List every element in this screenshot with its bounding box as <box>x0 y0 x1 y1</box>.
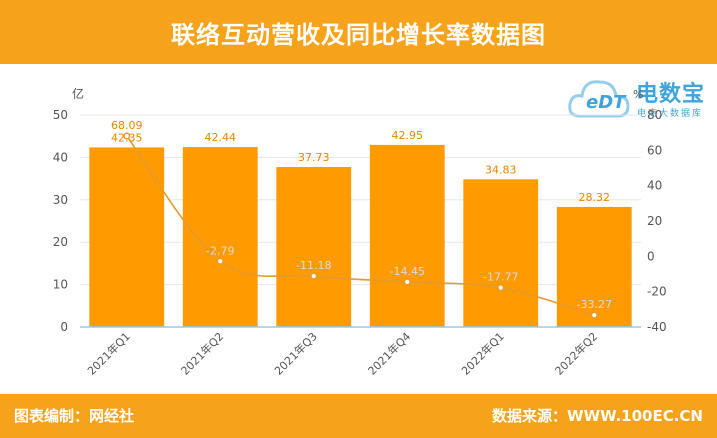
line-point <box>590 311 598 319</box>
rate-value-label: -17.77 <box>483 271 518 284</box>
y2-tick-label: 0 <box>647 249 655 263</box>
rate-value-label: -33.27 <box>577 298 612 311</box>
x-tick-label: 2021年Q3 <box>271 329 320 378</box>
line-point <box>403 278 411 286</box>
y2-tick-label: 80 <box>647 108 662 122</box>
x-tick-label: 2021年Q1 <box>84 329 133 378</box>
header-bar: 联络互动营收及同比增长率数据图 <box>0 0 717 64</box>
footer-source: 数据来源：WWW.100EC.CN <box>492 407 703 425</box>
y2-tick-label: -20 <box>647 285 667 299</box>
y-tick-label: 30 <box>53 193 68 207</box>
bar <box>463 179 539 327</box>
bar-value-label: 42.35 <box>111 131 143 144</box>
logo-mark: eDT <box>586 92 626 113</box>
bar <box>369 144 445 327</box>
y-axis-label: 亿 <box>72 86 84 101</box>
rate-value-label: -2.79 <box>206 244 234 257</box>
y-tick-label: 40 <box>53 150 68 164</box>
cloud-icon <box>568 80 630 118</box>
line-point <box>497 284 505 292</box>
x-tick-label: 2022年Q1 <box>458 329 507 378</box>
rate-value-label: 68.09 <box>111 119 143 132</box>
bar-value-label: 34.83 <box>485 163 517 176</box>
footer-editor: 图表编制：网经社 <box>14 407 135 425</box>
chart: 42.35 42.44 37.73 42.95 34.83 28.32 68.09 -2.79… <box>53 86 667 378</box>
bar-value-label: 42.44 <box>205 131 237 144</box>
line-point <box>216 257 224 265</box>
logo: eDT 电数宝 电商大数据库 <box>566 70 716 130</box>
y2-tick-label: 40 <box>647 179 662 193</box>
logo-subtitle: 电商大数据库 <box>637 109 704 119</box>
y2-tick-label: 60 <box>647 143 662 157</box>
x-tick-label: 2022年Q2 <box>552 329 601 378</box>
y2-axis-label: % <box>633 88 643 101</box>
y-tick-label: 0 <box>60 320 68 334</box>
y-tick-label: 20 <box>53 235 68 249</box>
x-tick-label: 2021年Q2 <box>178 329 227 378</box>
y-tick-label: 50 <box>53 108 68 122</box>
bar-value-label: 42.95 <box>392 129 424 142</box>
page-title: 联络互动营收及同比增长率数据图 <box>171 20 546 49</box>
y2-tick-label: 20 <box>647 214 662 228</box>
bar <box>276 167 352 327</box>
bar-value-label: 37.73 <box>298 151 330 164</box>
y2-tick-label: -40 <box>647 320 667 334</box>
bar-value-label: 28.32 <box>579 191 611 204</box>
footer-bar: 图表编制：网经社 数据来源：WWW.100EC.CN <box>0 394 717 438</box>
logo-name: 电数宝 <box>636 82 706 107</box>
line-point <box>123 132 131 140</box>
line-point <box>310 272 318 280</box>
x-tick-label: 2021年Q4 <box>365 329 414 378</box>
bar <box>182 147 258 327</box>
rate-value-label: -14.45 <box>390 265 425 278</box>
y-tick-label: 10 <box>53 278 68 292</box>
bar <box>89 147 165 327</box>
rate-value-label: -11.18 <box>296 259 331 272</box>
